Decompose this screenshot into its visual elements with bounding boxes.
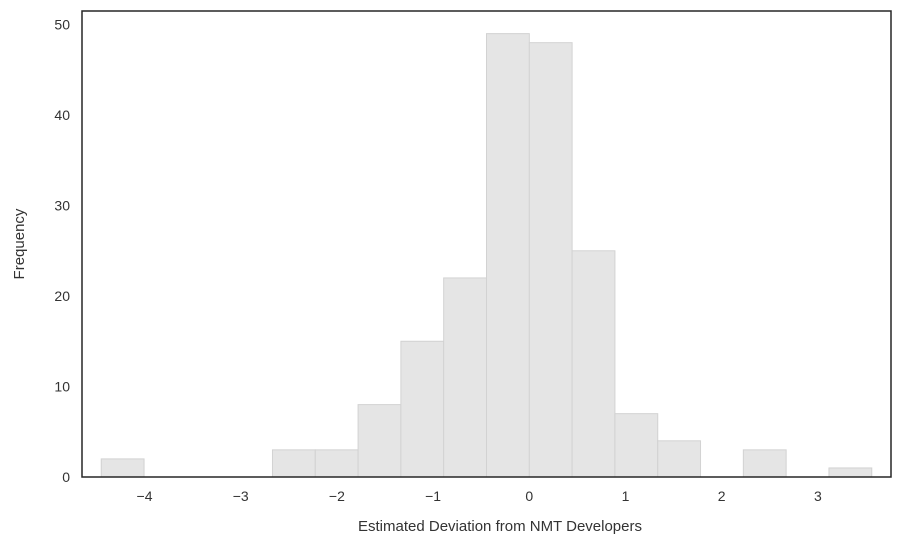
histogram-bars: [100, 33, 873, 478]
x-tick-label: −3: [233, 488, 249, 504]
x-axis-ticks: −4 −3 −2 −1 0 1 2 3: [137, 488, 822, 504]
y-tick-label: 50: [54, 17, 70, 33]
x-tick-label: −2: [329, 488, 345, 504]
histogram-bar: [314, 449, 359, 478]
histogram-bar: [271, 449, 316, 478]
histogram-bar: [357, 404, 402, 478]
histogram-bar: [657, 440, 702, 478]
x-tick-label: 3: [814, 488, 822, 504]
y-tick-label: 20: [54, 288, 70, 304]
histogram-bar: [486, 33, 530, 478]
x-axis-label: Estimated Deviation from NMT Developers: [358, 518, 642, 535]
y-axis-label: Frequency: [11, 208, 28, 279]
y-axis-ticks: 0 10 20 30 40 50: [54, 17, 70, 485]
x-tick-label: −4: [137, 488, 153, 504]
x-tick-label: 2: [718, 488, 726, 504]
histogram-bar: [443, 277, 488, 478]
y-tick-label: 40: [54, 107, 70, 123]
x-tick-label: 0: [525, 488, 533, 504]
histogram-bar: [528, 42, 573, 478]
y-tick-label: 0: [62, 469, 70, 485]
histogram-bar: [571, 250, 616, 478]
histogram-bar: [828, 467, 873, 478]
histogram-bar: [614, 413, 659, 478]
x-tick-label: −1: [425, 488, 441, 504]
x-tick-label: 1: [622, 488, 630, 504]
y-tick-label: 30: [54, 198, 70, 214]
histogram-bar: [100, 458, 145, 478]
plot-frame: [81, 10, 892, 478]
histogram-bar: [400, 340, 445, 478]
histogram-bar: [742, 449, 787, 478]
y-tick-label: 10: [54, 379, 70, 395]
